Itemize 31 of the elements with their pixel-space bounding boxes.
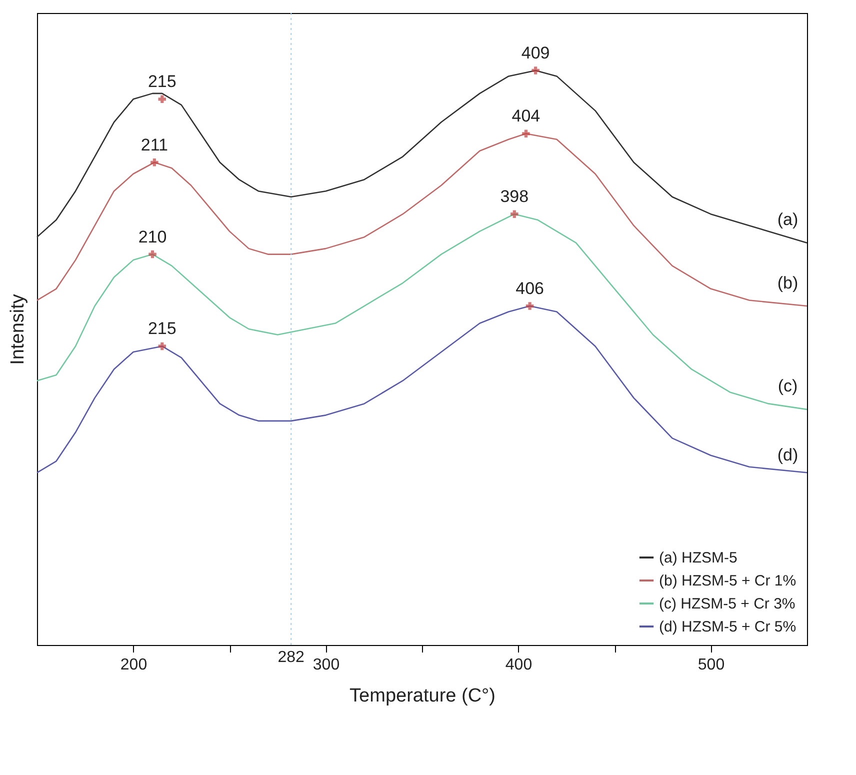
point <box>510 210 518 218</box>
point <box>526 302 534 310</box>
annotation: 215 <box>148 319 176 338</box>
annotation: 398 <box>500 187 529 206</box>
annotation: 404 <box>512 106 540 126</box>
annotation: (a) <box>777 210 798 230</box>
x-tick-label: 200 <box>120 656 148 674</box>
point <box>532 66 540 74</box>
point <box>148 250 156 258</box>
legend-label: (d) HZSM-5 + Cr 5% <box>659 618 796 636</box>
x-tick-label: 400 <box>505 656 532 674</box>
point <box>522 130 530 138</box>
annotation: 409 <box>521 43 550 62</box>
x-tick-label: 500 <box>698 656 725 674</box>
point <box>158 95 166 104</box>
annotation: 211 <box>140 135 168 154</box>
annotation: 210 <box>138 227 167 246</box>
point <box>158 342 166 350</box>
legend-label: (b) HZSM-5 + Cr 1% <box>659 572 796 590</box>
legend-label: (c) HZSM-5 + Cr 3% <box>659 596 796 612</box>
annotation: 406 <box>516 279 544 298</box>
x-tick-label: 300 <box>312 656 340 674</box>
annotation: (b) <box>777 273 798 292</box>
annotation: (c) <box>778 376 798 396</box>
point <box>150 158 158 166</box>
annotation: (d) <box>777 446 798 465</box>
y-axis-title: Intensity <box>8 294 28 365</box>
x-axis-title: Temperature (C°) <box>350 686 496 706</box>
ref-line-label: 282 <box>278 649 305 666</box>
legend-label: (a) HZSM-5 <box>659 550 738 566</box>
annotation: 215 <box>148 72 176 92</box>
